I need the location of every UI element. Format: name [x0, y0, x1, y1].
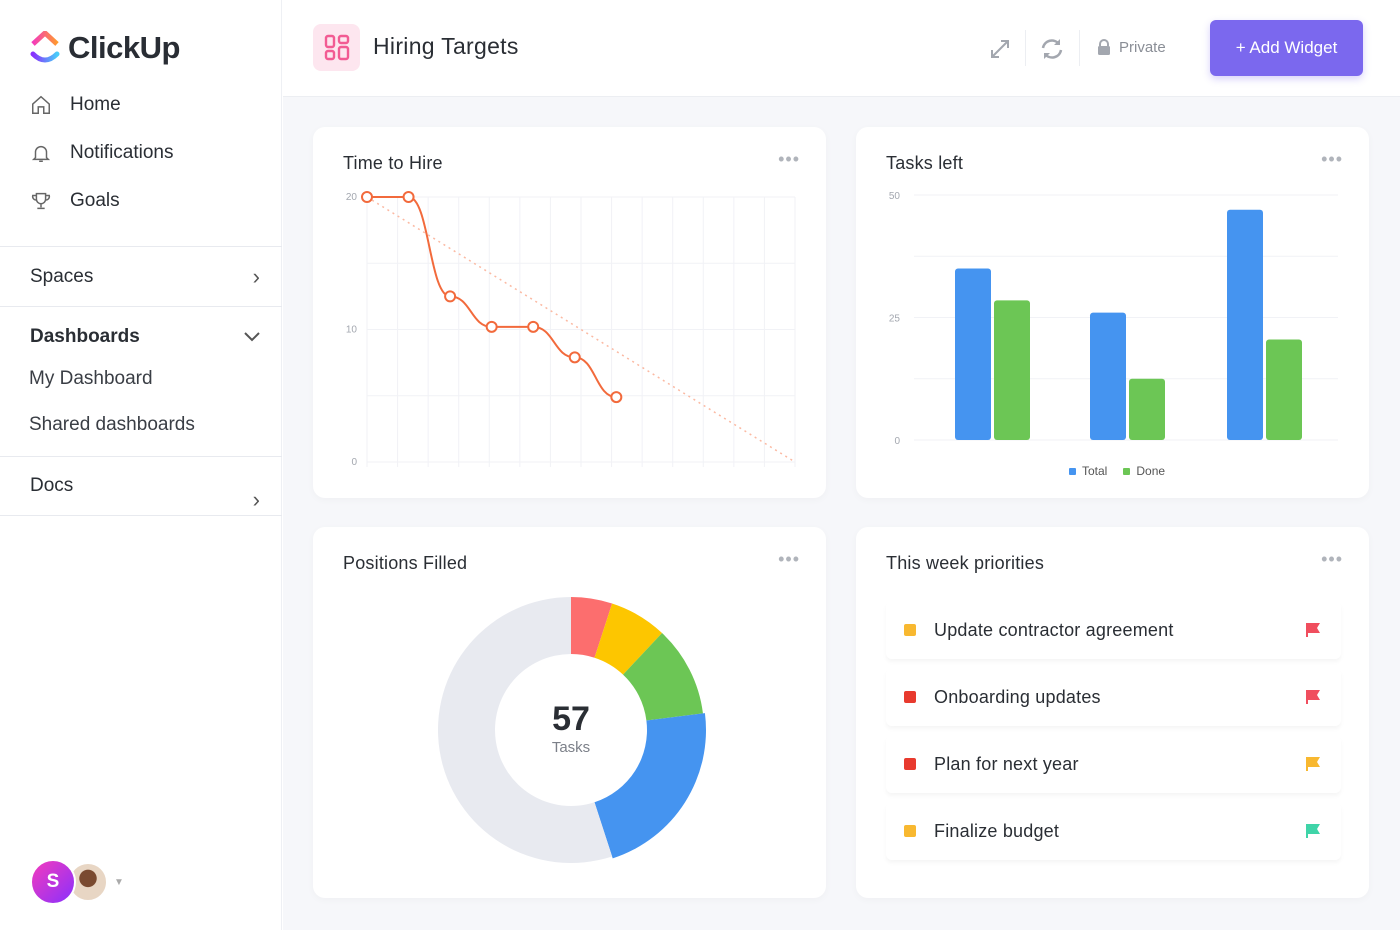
sidebar-item-shared-dashboards[interactable]: Shared dashboards [29, 414, 195, 435]
sidebar-item-my-dashboard[interactable]: My Dashboard [29, 368, 153, 389]
sidebar-item-home[interactable]: Home [30, 94, 121, 116]
chart-legend: Total Done [1069, 464, 1165, 478]
priority-label: Finalize budget [934, 820, 1060, 841]
flag-icon[interactable] [1305, 622, 1321, 638]
clickup-logo-icon [30, 31, 60, 63]
chevron-right-icon: › [252, 487, 260, 512]
more-options-icon[interactable]: ••• [778, 549, 800, 569]
chevron-down-icon: ▼ [114, 876, 124, 888]
widget-tasks-left: 0 25 50 Tasks left ••• Total Done [856, 127, 1369, 498]
donut-center: 57 Tasks [500, 700, 642, 756]
priority-item[interactable]: Onboarding updates [886, 668, 1341, 726]
status-indicator [904, 691, 916, 703]
y-tick-label: 10 [346, 325, 358, 336]
priority-item[interactable]: Plan for next year [886, 735, 1341, 793]
priority-item[interactable]: Update contractor agreement [886, 601, 1341, 659]
sidebar-item-label: Home [70, 94, 121, 115]
total-label: Tasks [551, 739, 591, 756]
widget-time-to-hire: 0 10 20 Time to Hire ••• [313, 127, 826, 498]
widget-title: Tasks left [886, 153, 964, 173]
data-point [485, 320, 498, 333]
legend-item-total: Total [1069, 464, 1107, 478]
donut-slice [594, 603, 663, 675]
donut-slice [623, 633, 703, 721]
more-options-icon[interactable]: ••• [778, 149, 800, 169]
y-tick-label: 20 [346, 192, 358, 203]
widget-title: Positions Filled [343, 553, 468, 573]
data-point [402, 191, 415, 203]
chevron-down-icon [244, 331, 260, 341]
priority-item[interactable]: Finalize budget [886, 802, 1341, 860]
flag-icon[interactable] [1305, 756, 1321, 772]
data-point [610, 391, 623, 404]
widget-positions-filled: Positions Filled ••• 57 Tasks [313, 527, 826, 898]
bar-total [955, 268, 991, 440]
private-label: Private [1119, 39, 1166, 56]
add-widget-button[interactable]: + Add Widget [1210, 20, 1363, 76]
series-line [367, 196, 617, 399]
priority-label: Onboarding updates [934, 686, 1101, 707]
bar-done [1266, 339, 1302, 440]
dashboard-icon [313, 24, 360, 71]
status-indicator [904, 825, 916, 837]
sidebar-item-label: Goals [70, 190, 120, 211]
sidebar-item-goals[interactable]: Goals [30, 190, 120, 212]
sidebar-spaces[interactable]: Spaces › [0, 246, 282, 306]
flag-icon[interactable] [1305, 823, 1321, 839]
spaces-label: Spaces [30, 265, 94, 287]
sidebar-dashboards[interactable]: Dashboards [0, 306, 282, 366]
bar-done [1129, 378, 1165, 440]
main-area: Hiring Targets Private + Add Widget 0 10 2… [283, 0, 1400, 930]
widget-title: Time to Hire [343, 153, 443, 173]
more-options-icon[interactable]: ••• [1321, 549, 1343, 569]
docs-label: Docs [30, 475, 74, 496]
y-tick-label: 0 [351, 457, 357, 468]
sidebar-docs[interactable]: Docs › [0, 456, 282, 516]
line-chart: 0 10 20 [346, 191, 796, 468]
legend-item-done: Done [1123, 464, 1165, 478]
data-point [444, 290, 457, 303]
bell-icon [31, 145, 51, 162]
y-tick-label: 50 [889, 191, 901, 202]
lock-icon [1098, 39, 1110, 55]
y-tick-label: 0 [894, 436, 900, 447]
sidebar-item-notifications[interactable]: Notifications [30, 142, 174, 164]
trophy-icon [31, 192, 51, 210]
bar-total [1090, 312, 1126, 440]
priority-label: Plan for next year [934, 753, 1079, 774]
bar-done [994, 300, 1030, 440]
donut-slice [438, 597, 613, 863]
home-icon [32, 95, 50, 114]
brand-name: ClickUp [68, 30, 180, 65]
dashboards-label: Dashboards [30, 325, 140, 347]
y-tick-label: 25 [889, 314, 901, 325]
donut-chart [438, 597, 706, 863]
data-point [568, 351, 581, 364]
clickup-logo[interactable]: ClickUp [30, 30, 180, 66]
sidebar: ClickUp Home Notifications Goals Spaces … [0, 0, 282, 930]
priority-label: Update contractor agreement [934, 619, 1174, 640]
chevron-right-icon: › [252, 263, 260, 289]
total-count: 57 [552, 700, 590, 738]
bar-total [1227, 209, 1263, 440]
refresh-icon[interactable] [1039, 36, 1065, 62]
sidebar-item-label: Notifications [70, 142, 174, 163]
widget-priorities: This week priorities ••• Update contract… [856, 527, 1369, 898]
expand-icon[interactable] [989, 38, 1011, 60]
donut-slice [594, 713, 706, 859]
bar-chart: 0 25 50 [889, 191, 1338, 447]
more-options-icon[interactable]: ••• [1321, 149, 1343, 169]
widget-title: This week priorities [886, 553, 1045, 573]
flag-icon[interactable] [1305, 689, 1321, 705]
donut-slice [571, 597, 613, 658]
avatar: S [30, 859, 76, 905]
data-point [527, 320, 540, 333]
header: Hiring Targets Private + Add Widget [283, 0, 1400, 97]
page-title: Hiring Targets [373, 33, 519, 59]
user-avatars[interactable]: S ▼ [30, 859, 124, 905]
status-indicator [904, 758, 916, 770]
status-indicator [904, 624, 916, 636]
data-point [361, 191, 373, 203]
privacy-toggle[interactable]: Private [1097, 39, 1166, 56]
